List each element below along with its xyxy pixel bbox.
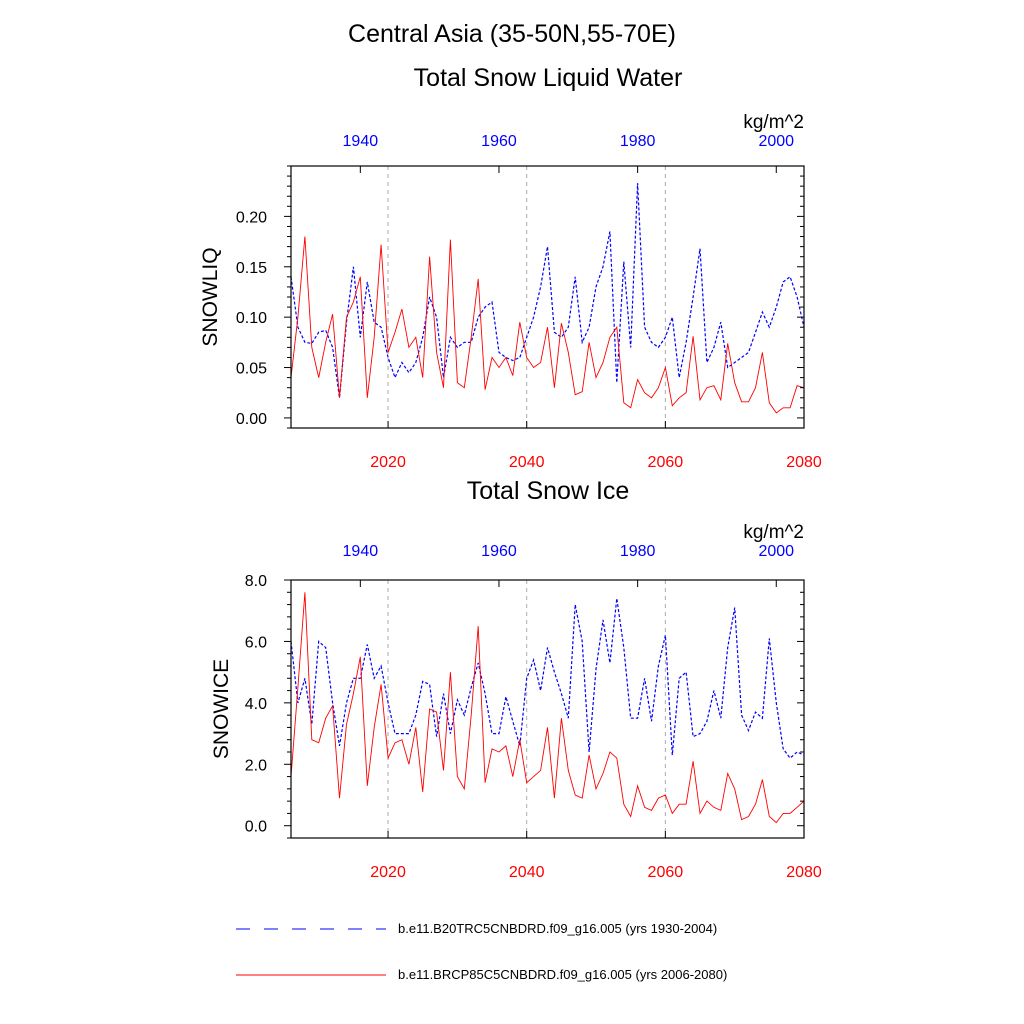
snowliq-panel: Total Snow Liquid Water kg/m^2 0.00 0.05 0.1… xyxy=(199,64,822,471)
y-tick-label: 2.0 xyxy=(245,757,267,774)
y-tick-label: 4.0 xyxy=(245,696,267,713)
x-tick-label-top: 2000 xyxy=(758,133,794,150)
series-line-historical xyxy=(291,598,804,759)
y-tick-label: 0.20 xyxy=(236,209,267,226)
series-line-historical xyxy=(291,183,804,398)
x-tick-label-bottom: 2060 xyxy=(648,864,684,881)
x-tick-label-bottom: 2080 xyxy=(786,864,822,881)
legend: b.e11.B20TRC5CNBDRD.f09_g16.005 (yrs 193… xyxy=(236,921,727,982)
x-tick-label-bottom: 2080 xyxy=(786,454,822,471)
y-tick-label: 0.10 xyxy=(236,310,267,327)
y-tick-label: 6.0 xyxy=(245,634,267,651)
units-label: kg/m^2 xyxy=(743,522,804,543)
series-line-future xyxy=(291,236,804,414)
panel-title: Total Snow Liquid Water xyxy=(414,64,683,92)
x-tick-label-bottom: 2040 xyxy=(509,454,545,471)
y-tick-label: 0.05 xyxy=(236,361,267,378)
legend-label-historical: b.e11.B20TRC5CNBDRD.f09_g16.005 (yrs 193… xyxy=(398,921,717,936)
x-tick-label-bottom: 2020 xyxy=(370,454,406,471)
x-tick-label-bottom: 2060 xyxy=(648,454,684,471)
x-tick-label-bottom: 2040 xyxy=(509,864,545,881)
x-tick-label-top: 1960 xyxy=(481,543,517,560)
y-tick-label: 0.00 xyxy=(236,411,267,428)
y-tick-label: 8.0 xyxy=(245,573,267,590)
x-tick-label-top: 1940 xyxy=(343,543,379,560)
units-label: kg/m^2 xyxy=(743,112,804,133)
x-tick-label-top: 1940 xyxy=(343,133,379,150)
y-tick-label: 0.15 xyxy=(236,260,267,277)
y-axis-label: SNOWLIQ xyxy=(199,247,222,346)
y-axis-label: SNOWICE xyxy=(210,659,233,759)
figure-title: Central Asia (35-50N,55-70E) xyxy=(348,20,676,48)
x-tick-label-top: 1980 xyxy=(620,543,656,560)
x-tick-label-top: 1980 xyxy=(620,133,656,150)
x-tick-label-top: 1960 xyxy=(481,133,517,150)
panel-title: Total Snow Ice xyxy=(467,477,630,505)
series-line-future xyxy=(291,592,804,824)
snowice-panel: Total Snow Ice kg/m^2 0.0 2.0 4.0 6.0 8.0 SNOWI… xyxy=(210,477,822,881)
legend-label-future: b.e11.BRCP85C5CNBDRD.f09_g16.005 (yrs 20… xyxy=(398,967,727,982)
x-tick-label-bottom: 2020 xyxy=(370,864,406,881)
x-tick-label-top: 2000 xyxy=(758,543,794,560)
plot-frame xyxy=(290,579,805,839)
y-tick-label: 0.0 xyxy=(245,819,267,836)
